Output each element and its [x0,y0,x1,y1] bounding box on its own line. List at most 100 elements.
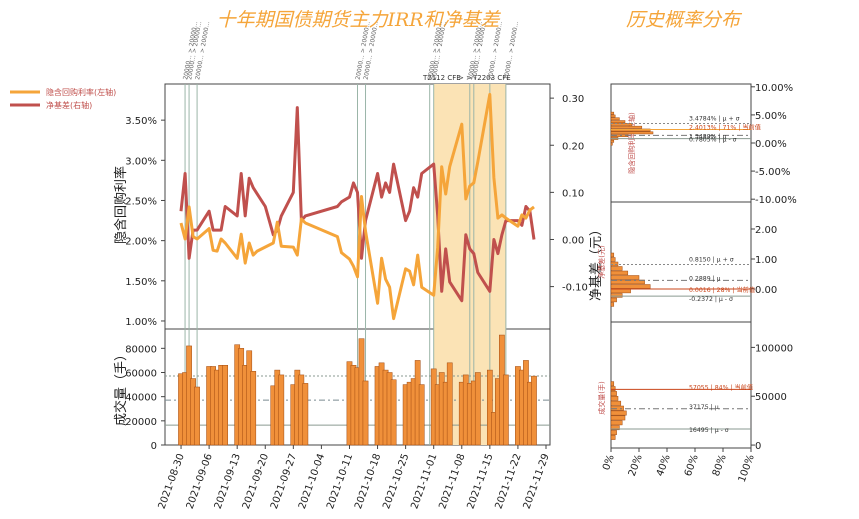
dist-irr-bar [610,131,654,135]
dist-irr-annotation: 1.3489% | μ [689,133,727,140]
volume-bar [503,374,509,446]
dist-volume-bar [610,420,623,426]
dist-pct-tick-label: 20% [627,453,645,478]
dist-basis-tick-label: 1.00 [755,255,777,266]
dist-irr-side-label: 隐含回购利率(左轴) [627,112,636,174]
dist-basis-axis-label: 净基差（元） [589,223,604,301]
dist-basis-bar [610,293,623,298]
dist-basis-annotation: 0.0016 | 28% | 当前值 [689,286,755,294]
volume-axis-label: 成交量（手） [113,348,129,426]
dist-basis-bar [610,266,623,271]
dist-basis-annotation: 0.8150 | μ + σ [689,257,734,264]
x-tick-label: 2021-10-25 [381,452,411,510]
volume-tick-label: 40000 [125,393,157,404]
dist-pct-tick-label: 40% [655,453,673,478]
dist-irr-annotation: 2.4013% | 71% | 当前值 [689,124,761,132]
dist-basis-bar [610,257,616,262]
dist-irr-tick-label: 5.00% [755,111,787,122]
x-tick-label: 2021-11-22 [494,452,524,510]
dist-pct-tick-label: 0% [601,453,617,472]
dist-volume-bar [610,395,619,401]
dist-basis-bar [610,284,651,289]
dist-volume-bar [610,386,616,391]
x-tick-label: 2021-11-08 [437,452,467,510]
legend-basis-label: 净基差(右轴) [46,100,92,110]
x-tick-label: 2021-10-11 [325,452,355,510]
volume-bar [446,362,453,446]
dist-volume-bar [610,405,624,411]
dist-basis-annotation: -0.2372 | μ - σ [689,296,733,303]
left-tick-label: 1.50% [125,277,157,288]
x-tick-label: 2021-11-29 [522,452,552,510]
volume-tick-label: 0 [151,441,157,452]
right-tick-label: -0.10 [562,283,588,294]
dist-irr-annotation: 0.7805% | μ - σ [689,137,737,144]
dist-irr-bar [610,142,613,146]
dist-basis-bar [610,252,615,258]
volume-bar [531,375,537,446]
dist-irr-tick-label: -5.00% [755,167,790,178]
dist-volume-bar [610,425,620,431]
x-tick-label: 2021-09-27 [269,452,299,510]
contract-label-next: T2203 CFE [472,74,511,82]
dist-volume-annotation: 37175 | μ [689,404,719,411]
volume-bar [302,383,309,446]
volume-bar [278,374,285,446]
left-tick-label: 1.00% [125,317,157,328]
dist-volume-tick-label: 100000 [755,343,793,354]
volume-bar [194,386,200,446]
irr-series-line [179,92,535,321]
left-tick-label: 3.50% [125,116,157,127]
main-title: 十年期国债期货主力IRR和净基差 [216,9,501,31]
right-tick-label: 0.10 [562,188,584,199]
right-tick-label: 0.30 [562,94,584,105]
dist-volume-bar [610,400,622,406]
dist-irr-bar [610,120,626,123]
dist-volume-bar [610,381,615,387]
x-tick-label: 2021-11-15 [465,452,495,510]
volume-bar [362,380,369,446]
contract-label-arrow: > > [458,74,472,82]
dist-irr-tick-label: -10.00% [755,195,797,206]
dist-pct-tick-label: 100% [737,453,757,484]
dist-basis-bar [610,302,615,307]
x-tick-label: 2021-09-20 [241,452,271,510]
volume-tick-label: 60000 [125,369,157,380]
dist-basis-tick-label: 2.00 [755,225,777,236]
left-axis-label: 隐含回购利率 [113,166,129,244]
volume-bar [250,371,257,446]
dist-basis-tick-label: 0.00 [755,285,777,296]
dist-irr-tick-label: 0.00% [755,139,787,150]
dist-basis-annotation: 0.2889 | μ [689,275,721,282]
volume-bar [418,384,425,446]
contract-label-front: T2112 CFE [422,74,461,82]
dist-volume-tick-label: 0 [755,441,761,452]
volume-bar [474,372,481,446]
dist-volume-bar [610,410,627,416]
dist-basis-bar [610,288,631,294]
dist-volume-bar [610,391,617,396]
dist-volume-side-label: 成交量(手) [597,381,606,415]
dist-irr-bar [610,123,633,126]
dist-irr-tick-label: 10.00% [755,83,793,94]
dist-volume-annotation: 16495 | μ - σ [689,427,729,434]
dist-irr-annotation: 3.4784% | μ + σ [689,115,740,122]
dist-basis-bar [610,270,629,276]
x-tick-label: 2021-10-18 [353,452,383,510]
right-tick-label: 0.00 [562,235,584,246]
dist-irr-bar [610,114,616,118]
dist-irr-bar [610,128,651,132]
left-tick-label: 2.50% [125,196,157,207]
volume-tick-label: 20000 [125,417,157,428]
right-tick-label: 0.20 [562,141,584,152]
left-tick-label: 3.00% [125,156,157,167]
dist-irr-bar [610,139,615,143]
volume-bar [222,365,229,446]
dist-volume-annotation: 57055 | 84% | 当前值 [689,383,753,391]
x-tick-label: 2021-09-13 [213,452,243,510]
legend-irr-label: 隐含回购利率(左轴) [46,87,116,97]
dist-volume-bar [610,415,626,421]
x-tick-label: 2021-09-06 [185,452,215,510]
